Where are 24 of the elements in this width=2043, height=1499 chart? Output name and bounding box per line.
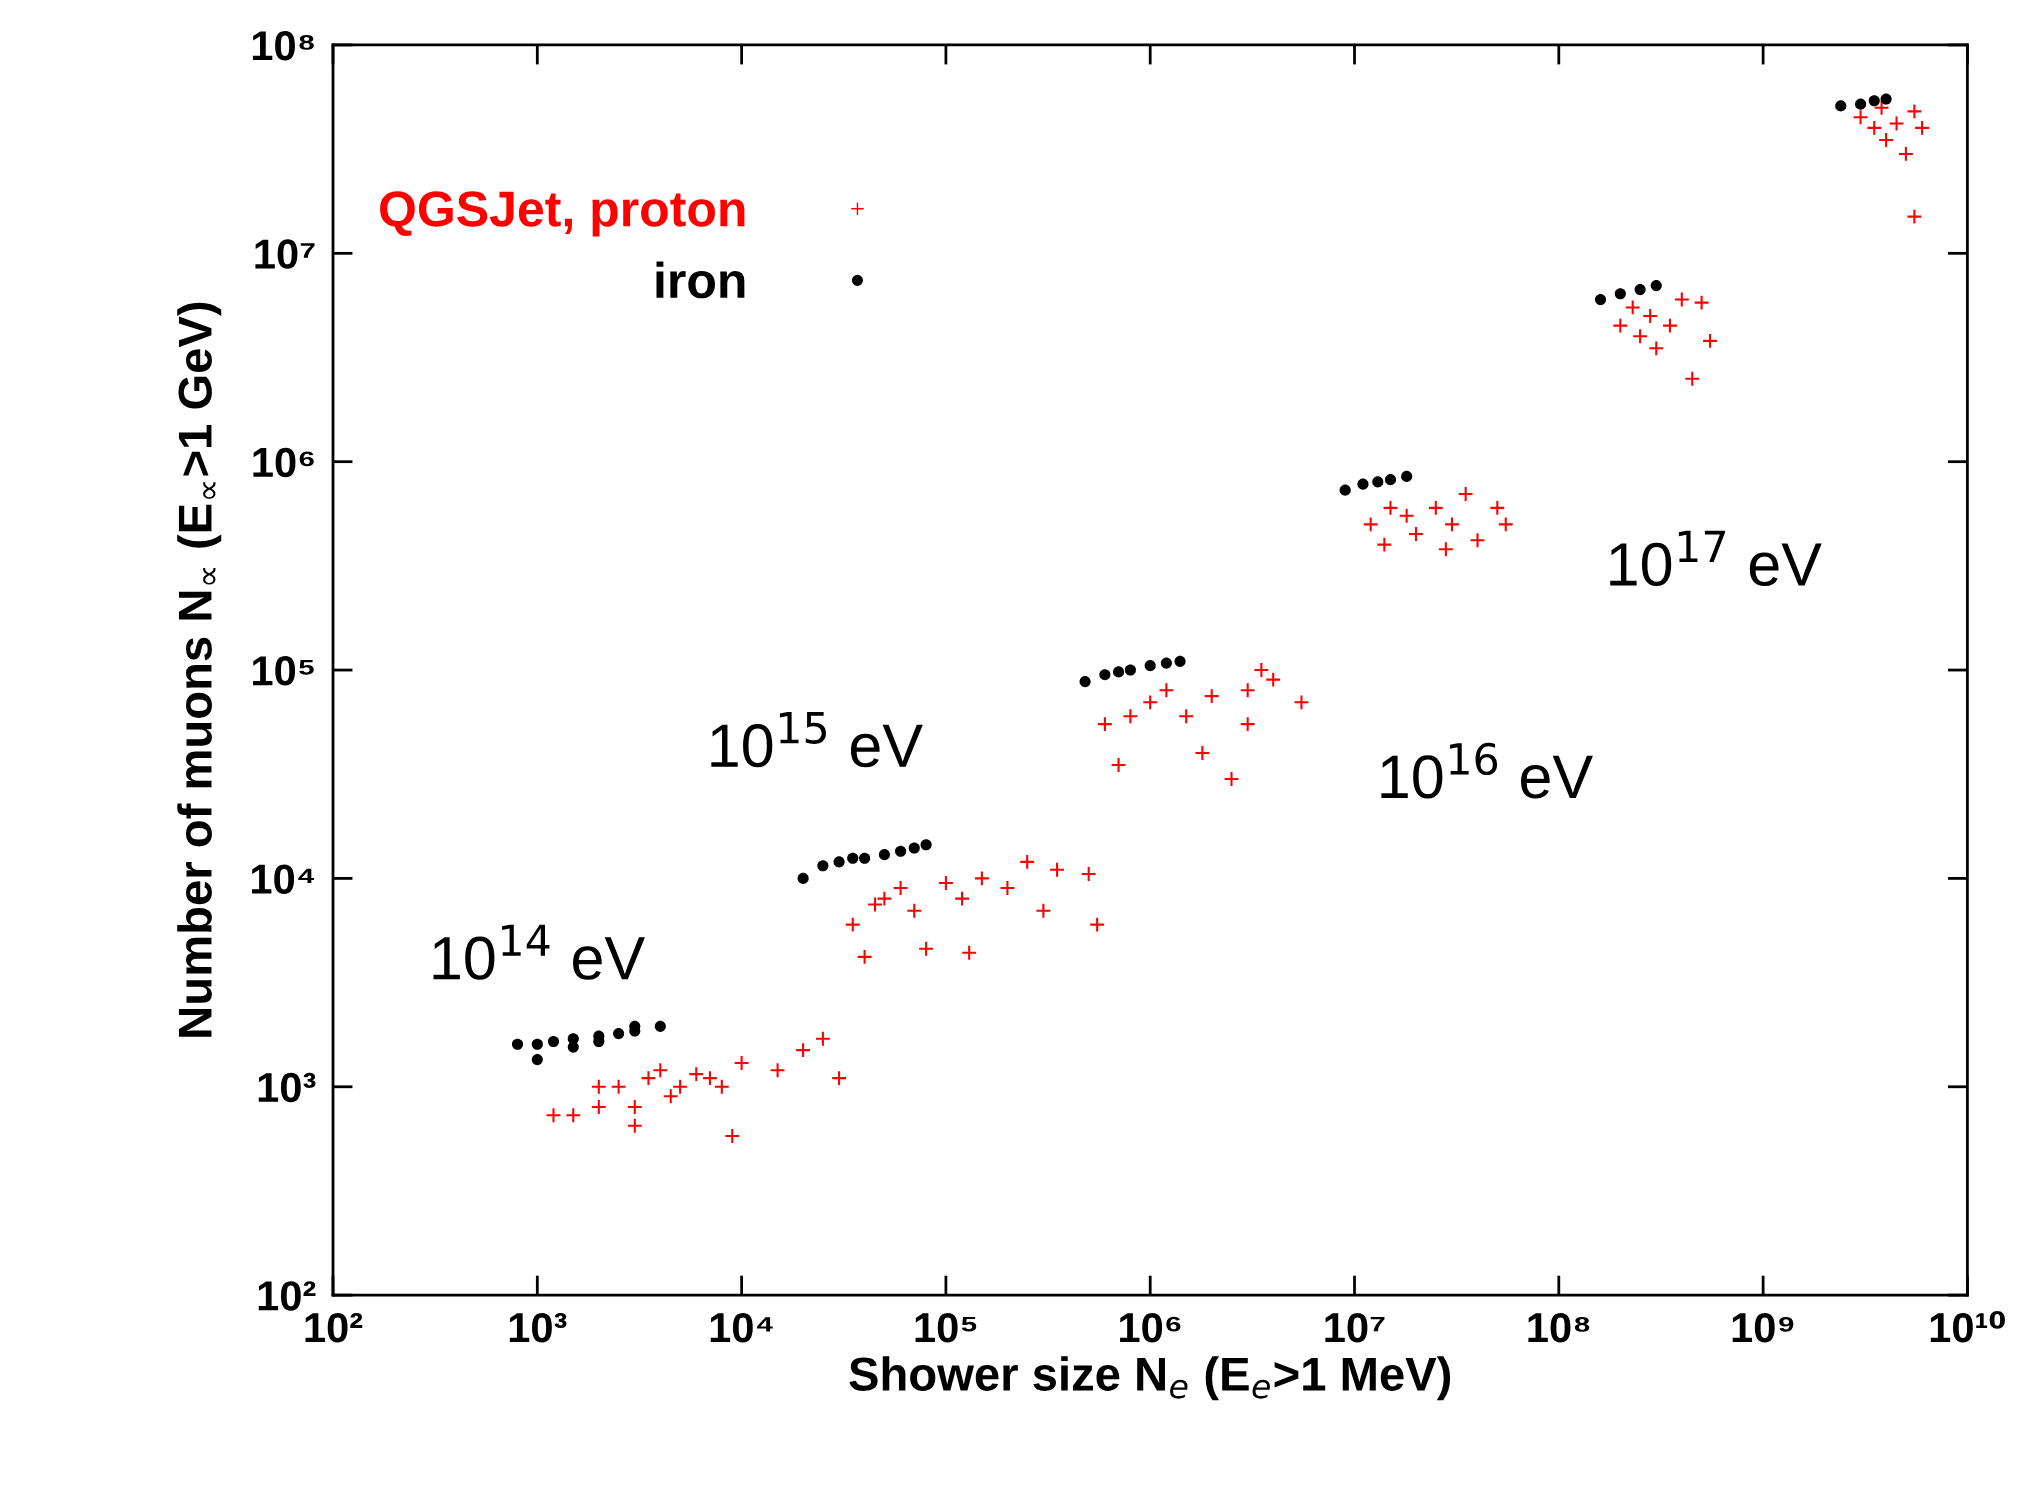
y-tick-label: 10² (258, 1281, 316, 1311)
x-tick-label: 10⁴ (710, 1312, 773, 1343)
x-tick-label: 10³ (509, 1312, 567, 1343)
x-tick-label: 10² (305, 1312, 363, 1343)
x-axis-title: Shower size N$_{e}$ (E$_{e}$>1 MeV) (849, 1356, 1451, 1401)
y-tick-label: 10⁴ (252, 864, 314, 894)
y-tick-label: 10³ (258, 1072, 316, 1103)
x-tick-label: 10⁶ (1120, 1312, 1181, 1343)
x-tick-label: 10⁹ (1732, 1312, 1794, 1343)
y-axis-title: Number of muons N$_{∝}$ (E$_{∝}$>1 GeV) (177, 302, 222, 1037)
x-tick-label: 10⁵ (915, 1312, 977, 1343)
y-tick-label: 10⁵ (253, 656, 314, 686)
annotation: 10$^{16}$ eV (1381, 742, 1593, 799)
y-tick-label: 10⁶ (253, 447, 314, 478)
x-tick-label: 10⁷ (1325, 1312, 1385, 1343)
y-tick-label: 10⁸ (252, 30, 314, 61)
annotation: 10$^{15}$ eV (711, 712, 923, 768)
legend-label: QGSJet, proton (380, 191, 745, 237)
y-tick-label: 10⁷ (255, 239, 315, 269)
annotation: 10$^{14}$ eV (433, 924, 645, 980)
annotation: 10$^{17}$ eV (1610, 530, 1822, 587)
x-tick-label: 10⁸ (1528, 1312, 1590, 1343)
legend-label: iron (656, 261, 745, 299)
x-tick-label: 10¹⁰ (1930, 1311, 2005, 1343)
